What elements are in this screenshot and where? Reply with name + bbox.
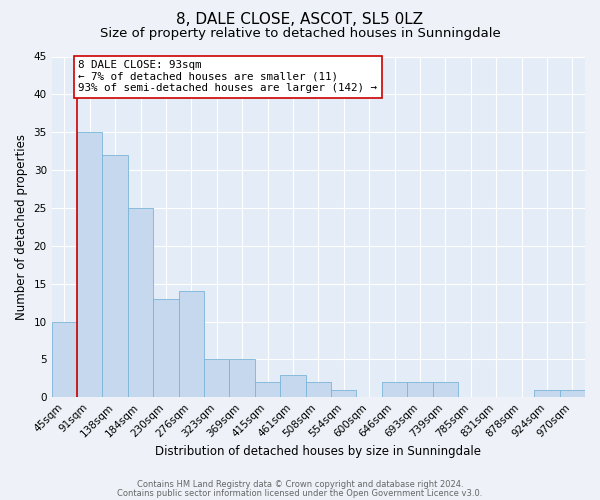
Y-axis label: Number of detached properties: Number of detached properties bbox=[15, 134, 28, 320]
Bar bbox=[534, 390, 560, 397]
Bar bbox=[433, 382, 458, 397]
Bar bbox=[128, 208, 153, 397]
Text: Contains HM Land Registry data © Crown copyright and database right 2024.: Contains HM Land Registry data © Crown c… bbox=[137, 480, 463, 489]
Bar bbox=[305, 382, 331, 397]
Bar bbox=[229, 360, 255, 397]
Text: 8, DALE CLOSE, ASCOT, SL5 0LZ: 8, DALE CLOSE, ASCOT, SL5 0LZ bbox=[176, 12, 424, 28]
Bar bbox=[77, 132, 103, 397]
Bar bbox=[52, 322, 77, 397]
X-axis label: Distribution of detached houses by size in Sunningdale: Distribution of detached houses by size … bbox=[155, 444, 481, 458]
Bar bbox=[179, 291, 204, 397]
Bar bbox=[204, 360, 229, 397]
Bar bbox=[560, 390, 585, 397]
Bar bbox=[103, 155, 128, 397]
Text: Size of property relative to detached houses in Sunningdale: Size of property relative to detached ho… bbox=[100, 28, 500, 40]
Bar bbox=[153, 299, 179, 397]
Bar bbox=[382, 382, 407, 397]
Bar bbox=[280, 374, 305, 397]
Bar bbox=[255, 382, 280, 397]
Text: 8 DALE CLOSE: 93sqm
← 7% of detached houses are smaller (11)
93% of semi-detache: 8 DALE CLOSE: 93sqm ← 7% of detached hou… bbox=[79, 60, 377, 94]
Bar bbox=[407, 382, 433, 397]
Bar bbox=[331, 390, 356, 397]
Text: Contains public sector information licensed under the Open Government Licence v3: Contains public sector information licen… bbox=[118, 489, 482, 498]
